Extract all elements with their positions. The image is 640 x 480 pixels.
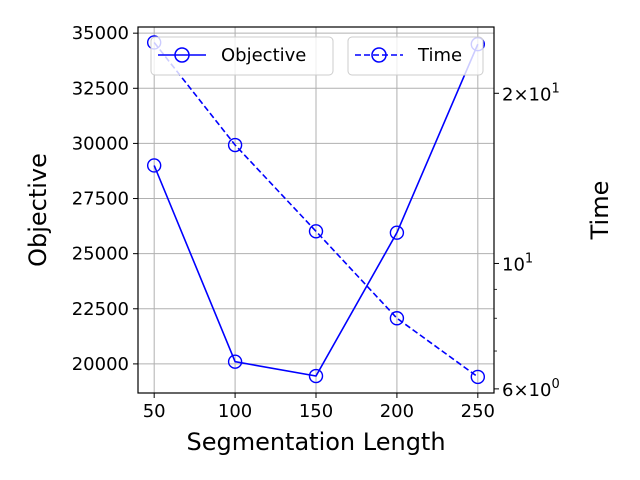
legend-objective-box	[150, 36, 334, 76]
series-marker-objective	[389, 225, 405, 240]
legend-objective-label: Objective	[221, 45, 306, 66]
legend-time-marker	[371, 47, 387, 63]
y-left-tick-label: 32500	[72, 78, 129, 99]
y-left-axis-title: Objective	[24, 153, 52, 267]
legend-objective-marker	[174, 47, 190, 63]
y-left-tick-label: 20000	[72, 354, 129, 375]
y-right-tick-label: 6×100	[502, 377, 560, 401]
legend-time: Time	[347, 36, 484, 76]
series-marker-objective	[227, 354, 243, 369]
y-right-tick-label: 101	[502, 251, 533, 275]
y-left-tick-label: 22500	[72, 299, 129, 320]
legend-time-box	[347, 36, 484, 76]
series-line-time	[153, 42, 479, 378]
x-tick-label: 50	[143, 401, 166, 422]
series-marker-time	[308, 224, 324, 239]
grid-lines	[138, 27, 494, 393]
legend-time-label: Time	[417, 45, 462, 66]
y-right-tick-label: 2×101	[502, 81, 560, 105]
series-layer	[146, 35, 486, 385]
x-tick-label: 200	[380, 401, 414, 422]
y-right-axis-title: Time	[586, 181, 614, 241]
x-tick-label: 100	[218, 401, 252, 422]
x-tick-label: 250	[461, 401, 495, 422]
legend-objective: Objective	[150, 36, 334, 76]
y-left-tick-label: 27500	[72, 189, 129, 210]
series-line-objective	[153, 43, 479, 377]
x-axis-title: Segmentation Length	[186, 428, 445, 456]
series-marker-objective	[308, 368, 324, 384]
y-left-tick-label: 25000	[72, 244, 129, 265]
y-left-tick-label: 35000	[72, 23, 129, 44]
series-marker-time	[389, 311, 405, 326]
series-marker-objective	[146, 158, 162, 173]
y-left-tick-label: 30000	[72, 133, 129, 154]
series-marker-time	[227, 137, 243, 153]
axis-ticks: 50 100 150 200 250 20000 22500 25000 27500 30000 3…	[72, 23, 560, 422]
x-tick-label: 150	[299, 401, 333, 422]
series-marker-time	[470, 369, 486, 385]
